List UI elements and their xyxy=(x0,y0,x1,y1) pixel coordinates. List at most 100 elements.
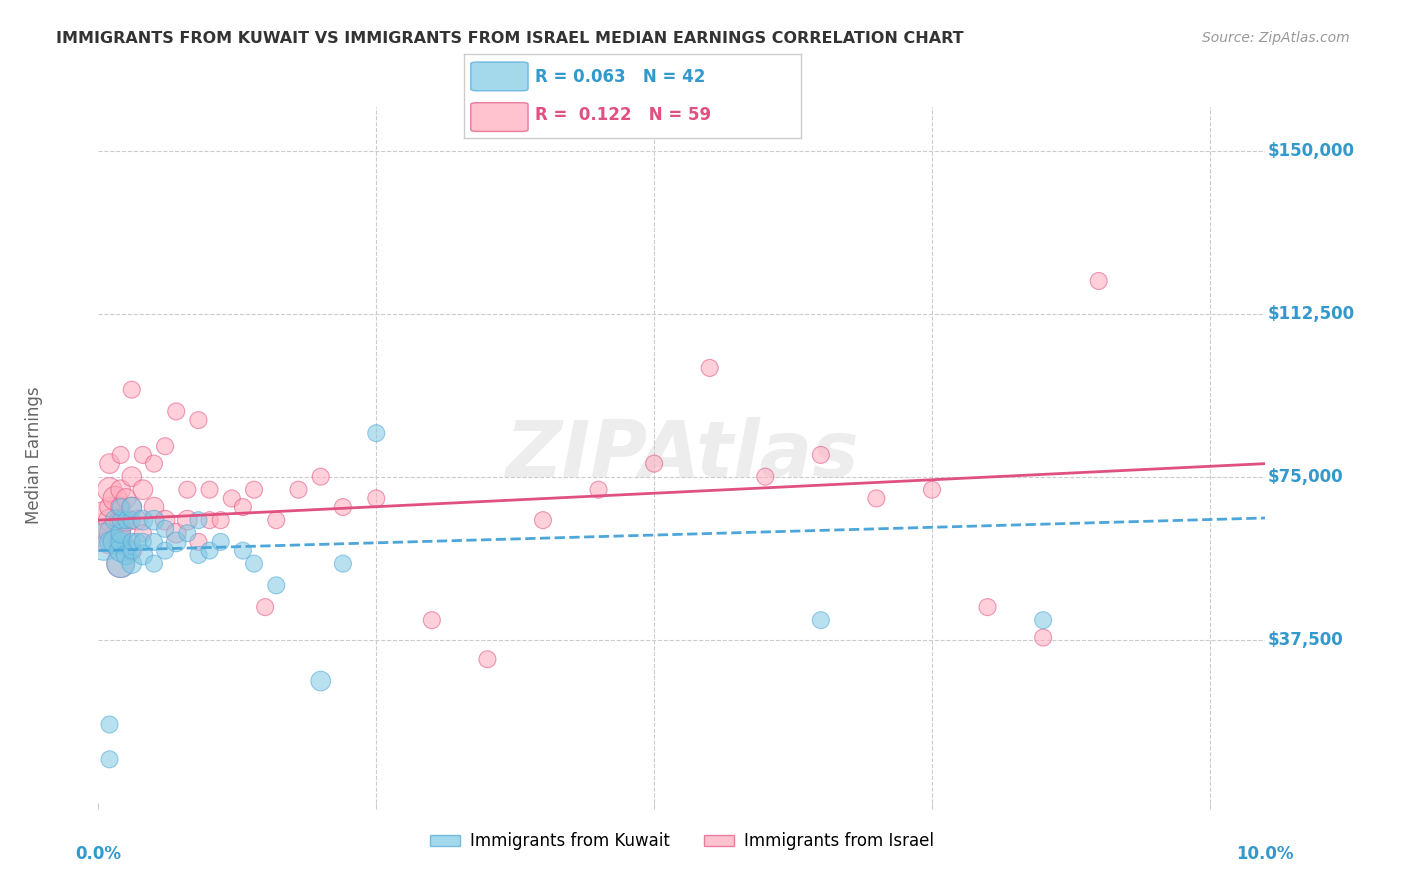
Point xyxy=(121,513,143,527)
Point xyxy=(115,513,138,527)
Point xyxy=(98,513,121,527)
Point xyxy=(121,535,143,549)
Point xyxy=(198,483,221,497)
Point xyxy=(176,526,198,541)
Point xyxy=(232,543,254,558)
Point xyxy=(110,513,132,527)
Point xyxy=(187,548,209,562)
Point xyxy=(221,491,243,506)
Point xyxy=(232,500,254,514)
Point xyxy=(110,535,132,549)
Point xyxy=(98,483,121,497)
Text: Median Earnings: Median Earnings xyxy=(25,386,44,524)
Point xyxy=(153,513,176,527)
Point xyxy=(110,535,132,549)
Point xyxy=(132,513,155,527)
Point xyxy=(165,535,187,549)
Point xyxy=(98,535,121,549)
FancyBboxPatch shape xyxy=(471,62,529,91)
Point xyxy=(309,469,332,483)
Text: $37,500: $37,500 xyxy=(1268,631,1344,648)
Point xyxy=(132,535,155,549)
Point xyxy=(143,557,166,571)
Point xyxy=(309,674,332,689)
Text: Source: ZipAtlas.com: Source: ZipAtlas.com xyxy=(1202,31,1350,45)
Point xyxy=(165,404,187,418)
Text: $75,000: $75,000 xyxy=(1268,467,1343,485)
Point xyxy=(110,557,132,571)
Point xyxy=(93,535,115,549)
Point xyxy=(1032,631,1054,645)
Point xyxy=(115,513,138,527)
Point xyxy=(420,613,443,627)
Point xyxy=(132,526,155,541)
Point xyxy=(104,491,127,506)
Text: 10.0%: 10.0% xyxy=(1237,845,1294,863)
Point xyxy=(477,652,499,666)
Text: IMMIGRANTS FROM KUWAIT VS IMMIGRANTS FROM ISRAEL MEDIAN EARNINGS CORRELATION CHA: IMMIGRANTS FROM KUWAIT VS IMMIGRANTS FRO… xyxy=(56,31,965,46)
Point xyxy=(132,483,155,497)
Point xyxy=(143,457,166,471)
Point xyxy=(921,483,943,497)
Point xyxy=(153,439,176,453)
Point xyxy=(198,513,221,527)
Point xyxy=(176,513,198,527)
Point xyxy=(143,500,166,514)
Point xyxy=(93,513,115,527)
Point xyxy=(332,557,354,571)
Point xyxy=(366,426,388,441)
Point xyxy=(187,513,209,527)
Point xyxy=(531,513,554,527)
Text: 0.0%: 0.0% xyxy=(76,845,121,863)
Point xyxy=(976,600,998,615)
Point xyxy=(187,535,209,549)
Point xyxy=(254,600,277,615)
Point xyxy=(127,513,149,527)
Point xyxy=(176,483,198,497)
Point xyxy=(104,526,127,541)
Point xyxy=(121,543,143,558)
Point xyxy=(110,543,132,558)
Point xyxy=(643,457,665,471)
Text: ZIPAtlas: ZIPAtlas xyxy=(505,417,859,493)
Point xyxy=(865,491,887,506)
Point xyxy=(98,535,121,549)
Text: R = 0.063   N = 42: R = 0.063 N = 42 xyxy=(534,68,706,86)
Point xyxy=(198,543,221,558)
Point xyxy=(810,613,832,627)
Point xyxy=(115,548,138,562)
Point xyxy=(110,557,132,571)
Point xyxy=(588,483,610,497)
Point xyxy=(104,535,127,549)
Point xyxy=(209,513,232,527)
Point xyxy=(165,526,187,541)
Point xyxy=(243,483,266,497)
Point xyxy=(153,522,176,536)
Point xyxy=(143,535,166,549)
Point xyxy=(110,500,132,514)
Point xyxy=(1087,274,1109,288)
Point xyxy=(366,491,388,506)
Point xyxy=(121,469,143,483)
Point xyxy=(104,513,127,527)
Point xyxy=(143,513,166,527)
Point xyxy=(264,578,287,592)
Point xyxy=(1032,613,1054,627)
Point xyxy=(754,469,776,483)
Point xyxy=(98,752,121,766)
Point xyxy=(110,483,132,497)
Point xyxy=(153,543,176,558)
Point xyxy=(121,543,143,558)
Point xyxy=(110,448,132,462)
Text: R =  0.122   N = 59: R = 0.122 N = 59 xyxy=(534,106,711,124)
Point xyxy=(98,500,121,514)
Point xyxy=(121,500,143,514)
Point xyxy=(98,717,121,731)
Point xyxy=(121,383,143,397)
Point xyxy=(127,535,149,549)
Point xyxy=(110,500,132,514)
Point xyxy=(810,448,832,462)
Point xyxy=(121,557,143,571)
Point xyxy=(98,457,121,471)
FancyBboxPatch shape xyxy=(471,103,529,131)
